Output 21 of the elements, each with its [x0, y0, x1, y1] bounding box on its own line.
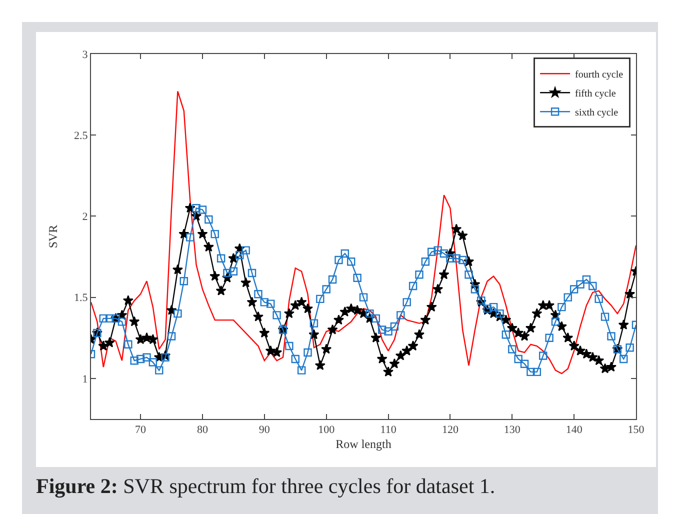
- caption: Figure 2: SVR spectrum for three cycles for dataset 1.: [36, 474, 496, 499]
- y-axis-title: SVR: [46, 224, 60, 248]
- x-tick-label: 150: [628, 424, 645, 436]
- y-tick-label: 2.5: [74, 130, 88, 142]
- x-tick-label: 120: [442, 424, 459, 436]
- y-tick-label: 1: [82, 373, 88, 386]
- x-tick-label: 100: [318, 424, 336, 436]
- y-tick-label: 1.5: [74, 292, 88, 304]
- legend-label: fourth cycle: [575, 70, 624, 81]
- legend-label: sixth cycle: [575, 108, 619, 119]
- line-series: [91, 90, 636, 374]
- x-tick-label: 110: [380, 424, 397, 436]
- x-axis-title: Row length: [336, 437, 392, 452]
- x-tick-label: 70: [135, 424, 147, 436]
- x-tick-label: 130: [504, 424, 521, 436]
- y-tick-label: 2: [82, 211, 88, 224]
- y-tick-label: 3: [82, 48, 88, 61]
- x-tick-label: 90: [258, 424, 270, 436]
- x-tick-label: 140: [566, 424, 583, 436]
- x-tick-label: 80: [196, 424, 208, 436]
- legend-label: fifth cycle: [575, 88, 616, 100]
